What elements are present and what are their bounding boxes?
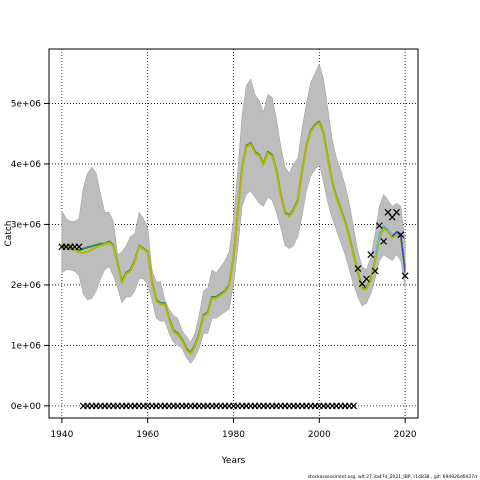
x-tick-label: 2020 [394,430,417,440]
confidence-band-area [61,63,406,365]
series-line-2 [61,121,407,355]
observed-points [58,208,409,410]
observed-point [375,222,383,230]
y-tick-label: 2e+06 [11,281,42,291]
y-tick-label: 1e+06 [11,341,42,351]
y-tick-label: 0e+00 [11,402,42,412]
x-tick-label: 1940 [50,430,73,440]
observed-point [397,231,405,239]
series-line-4 [391,230,406,273]
x-tick-label: 1980 [222,430,245,440]
y-axis-title: Catch [4,221,14,247]
y-tick-label: 5e+06 [11,99,42,109]
observed-point [75,243,83,251]
observed-point [363,275,370,283]
observed-point [393,208,400,216]
x-tick-label: 1960 [136,430,159,440]
y-axis: 0e+00 1e+06 2e+06 3e+06 4e+06 5e+06 [11,99,49,412]
observed-point [350,402,358,410]
x-axis: 1940 1960 1980 2000 2020 [50,418,417,440]
observed-point [401,272,409,280]
confidence-band [61,63,406,365]
y-tick-label: 4e+06 [11,160,42,170]
observed-point [354,265,362,273]
x-axis-title: Years [221,456,246,466]
observed-point [367,251,375,259]
observed-point [371,267,379,275]
observed-point [380,237,388,245]
footer-credit: stockassessment.org, wlt.27.3a47d_2021_I… [308,474,477,480]
x-tick-label: 2000 [308,430,331,440]
y-tick-label: 3e+06 [11,220,42,230]
